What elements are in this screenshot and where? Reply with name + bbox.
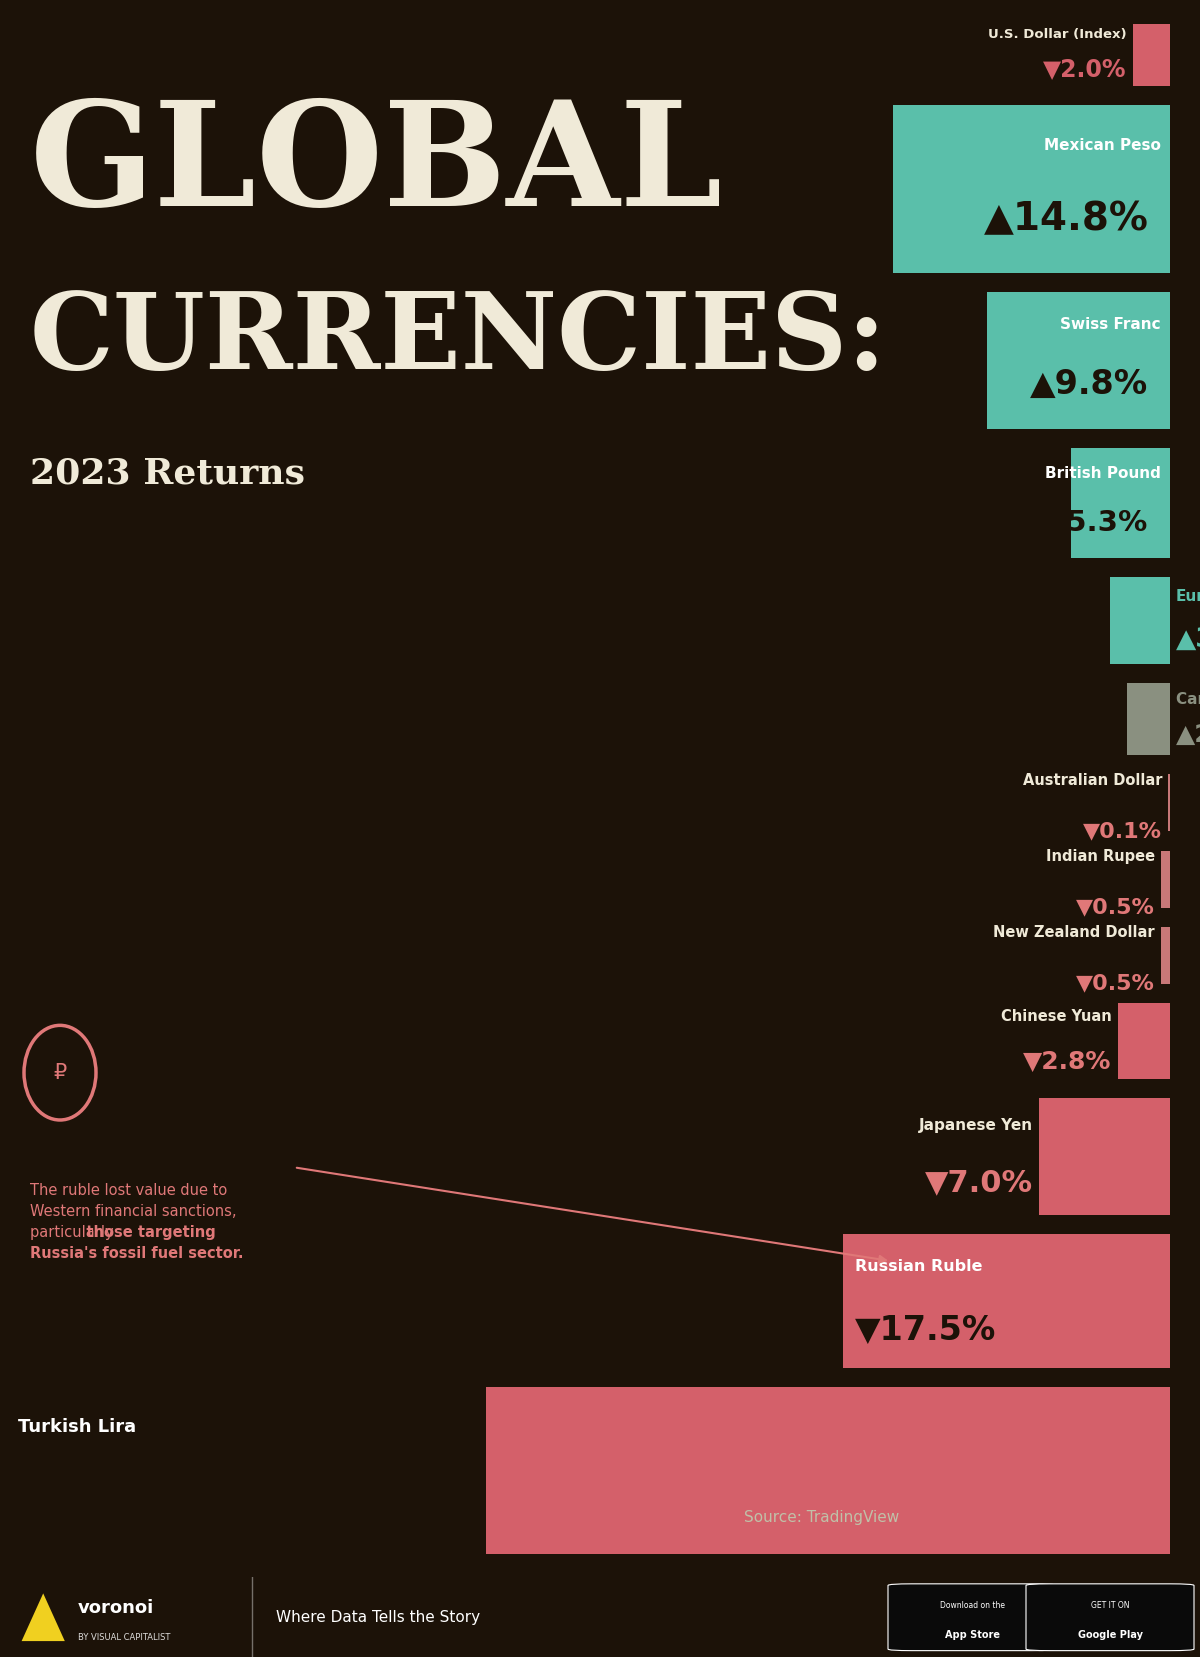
Text: 2023 Returns: 2023 Returns: [30, 456, 305, 490]
FancyBboxPatch shape: [1026, 1584, 1194, 1650]
Bar: [1117, 1002, 1170, 1079]
Text: CURRENCIES:: CURRENCIES:: [30, 288, 887, 391]
Bar: [1039, 1097, 1170, 1216]
Text: Where Data Tells the Story: Where Data Tells the Story: [276, 1609, 480, 1626]
Text: ▼2.0%: ▼2.0%: [1043, 56, 1127, 81]
Bar: [1070, 447, 1170, 558]
Text: U.S. Dollar (Index): U.S. Dollar (Index): [988, 28, 1127, 41]
Text: GLOBAL: GLOBAL: [30, 94, 724, 237]
Text: Australian Dollar: Australian Dollar: [1022, 772, 1162, 787]
Text: ▲2.3%: ▲2.3%: [1176, 722, 1200, 747]
Bar: [1133, 23, 1170, 86]
Text: Source: TradingView: Source: TradingView: [744, 1510, 899, 1524]
Bar: [1160, 850, 1170, 908]
Bar: [1110, 577, 1170, 664]
Bar: [1127, 683, 1170, 756]
Text: Mexican Peso: Mexican Peso: [1044, 138, 1160, 152]
Text: Indian Rupee: Indian Rupee: [1045, 848, 1154, 863]
Text: ▼0.5%: ▼0.5%: [1075, 898, 1154, 918]
Text: Japanese Yen: Japanese Yen: [919, 1118, 1033, 1133]
Text: GET IT ON: GET IT ON: [1091, 1601, 1129, 1611]
Text: ▼0.5%: ▼0.5%: [1075, 974, 1154, 994]
Text: BY VISUAL CAPITALIST: BY VISUAL CAPITALIST: [78, 1632, 170, 1642]
Bar: [842, 1234, 1170, 1367]
Text: ▼0.1%: ▼0.1%: [1084, 822, 1162, 842]
Bar: [894, 106, 1170, 273]
Text: The ruble lost value due to
Western financial sanctions,
particularly: The ruble lost value due to Western fina…: [30, 1183, 236, 1239]
Text: Swiss Franc: Swiss Franc: [1060, 316, 1160, 331]
Text: Chinese Yuan: Chinese Yuan: [1001, 1009, 1111, 1024]
Text: ▲5.3%: ▲5.3%: [1045, 509, 1148, 537]
Text: ▼36.6%: ▼36.6%: [18, 1485, 218, 1529]
Text: ▼17.5%: ▼17.5%: [854, 1314, 996, 1347]
Bar: [486, 1387, 1170, 1554]
Text: British Pound: British Pound: [1044, 467, 1160, 482]
Text: Turkish Lira: Turkish Lira: [18, 1418, 136, 1435]
Text: Canadian Dollar: Canadian Dollar: [1176, 691, 1200, 706]
Text: ▼2.8%: ▼2.8%: [1024, 1051, 1111, 1074]
Text: App Store: App Store: [944, 1630, 1000, 1640]
FancyBboxPatch shape: [888, 1584, 1056, 1650]
Text: ▲9.8%: ▲9.8%: [1031, 368, 1148, 401]
Polygon shape: [22, 1594, 65, 1640]
Text: Download on the: Download on the: [940, 1601, 1004, 1611]
Text: ▼7.0%: ▼7.0%: [925, 1168, 1033, 1196]
Text: ₽: ₽: [53, 1062, 67, 1082]
Bar: [986, 292, 1170, 429]
Bar: [1160, 926, 1170, 984]
Text: Russian Ruble: Russian Ruble: [854, 1259, 983, 1274]
Text: those targeting
Russia's fossil fuel sector.: those targeting Russia's fossil fuel sec…: [30, 1183, 244, 1261]
Text: ▲3.2%: ▲3.2%: [1176, 626, 1200, 653]
Text: Google Play: Google Play: [1078, 1630, 1142, 1640]
Text: voronoi: voronoi: [78, 1599, 155, 1617]
Bar: [1168, 774, 1170, 832]
Text: ▲14.8%: ▲14.8%: [984, 200, 1148, 239]
Text: Euro: Euro: [1176, 588, 1200, 603]
Text: New Zealand Dollar: New Zealand Dollar: [994, 925, 1154, 940]
